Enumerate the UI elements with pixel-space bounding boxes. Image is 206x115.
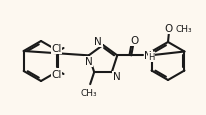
Text: CH₃: CH₃ xyxy=(81,88,97,97)
Text: N: N xyxy=(112,72,120,81)
Text: Cl: Cl xyxy=(51,44,61,54)
Text: O: O xyxy=(164,24,172,34)
Text: N: N xyxy=(94,37,102,47)
Text: N: N xyxy=(84,57,92,67)
Text: O: O xyxy=(130,36,138,46)
Text: H: H xyxy=(147,53,154,62)
Text: Cl: Cl xyxy=(51,69,61,79)
Text: N: N xyxy=(144,51,151,61)
Text: CH₃: CH₃ xyxy=(175,24,192,33)
